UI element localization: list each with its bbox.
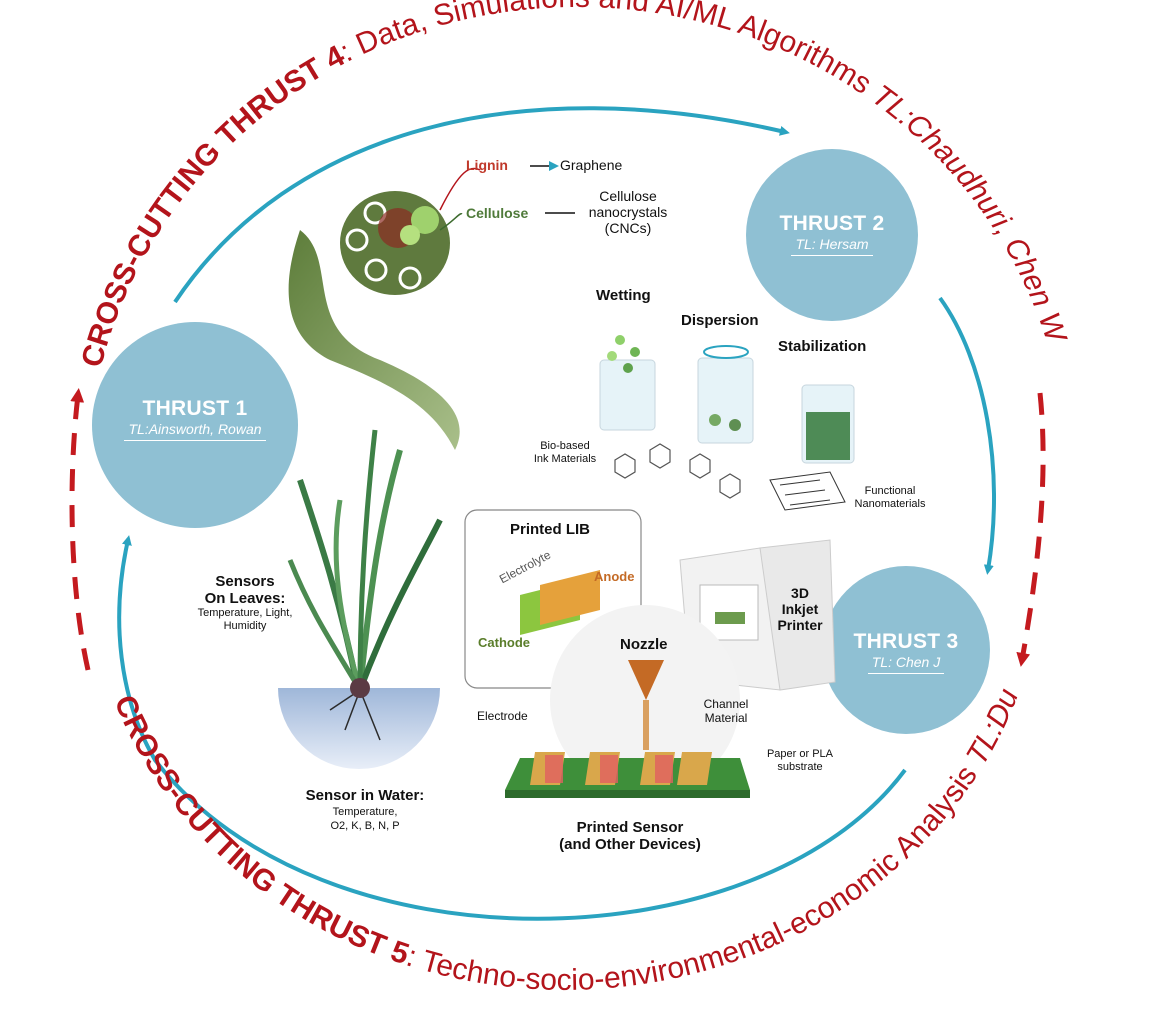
printed-sensor-title: Printed Sensor (and Other Devices)	[545, 819, 715, 853]
thrust3-label: THRUST 3 TL: Chen J	[826, 630, 986, 674]
sensors-on-leaves-label: Sensors On Leaves: Temperature, Light, H…	[185, 573, 305, 633]
lignin-label: Lignin	[466, 157, 508, 173]
nozzle-illustration	[628, 660, 664, 750]
grass-plant-illustration	[278, 429, 443, 769]
substrate-line1: Paper or PLA	[766, 748, 834, 760]
channel-line2: Material	[704, 711, 748, 725]
thrust2-title: THRUST 2	[779, 212, 885, 235]
substrate-line2: substrate	[777, 761, 823, 773]
biobased-line2: Ink Materials	[533, 453, 597, 465]
leaves-title-line1: Sensors	[215, 573, 275, 590]
thrust2-team-lead: TL: Hersam	[791, 236, 873, 256]
printed-lib-title: Printed LIB	[510, 521, 591, 538]
printed-sensor-line2: (and Other Devices)	[559, 836, 701, 853]
dispersion-label: Dispersion	[681, 312, 759, 329]
water-detail-line1: Temperature,	[332, 806, 398, 818]
thrust1-team-lead: TL:Ainsworth, Rowan	[124, 421, 266, 441]
functional-nanomaterials-label: Functional Nanomaterials	[845, 485, 935, 511]
thrust3-title: THRUST 3	[853, 630, 959, 653]
functional-line1: Functional	[864, 485, 916, 497]
printer-line3: Printer	[777, 617, 823, 633]
cathode-label: Cathode	[478, 635, 530, 650]
channel-material-label: Channel Material	[696, 697, 756, 725]
printed-sensor-line1: Printed Sensor	[576, 819, 684, 836]
electrode-label: Electrode	[477, 709, 528, 723]
biobased-ink-label: Bio-based Ink Materials	[520, 440, 610, 466]
arc-thrust3-to-thrust1	[117, 535, 907, 921]
dashed-arrow-left	[69, 388, 91, 671]
leaves-detail-line2: Humidity	[223, 620, 267, 632]
cross-cutting-thrust4-text: CROSS-CUTTING THRUST 4: Data, Simulation…	[75, 0, 1073, 371]
cnc-label-line1: Cellulose	[599, 188, 657, 204]
thrust1-label: THRUST 1 TL:Ainsworth, Rowan	[110, 397, 280, 441]
leaves-detail-line1: Temperature, Light,	[197, 607, 293, 619]
thrust1-title: THRUST 1	[142, 397, 248, 420]
cnc-label-line2: nanocrystals	[588, 204, 668, 220]
thrust2-circle[interactable]	[746, 149, 918, 321]
thrust3-circle[interactable]	[822, 566, 990, 734]
wetting-label: Wetting	[596, 287, 651, 304]
substrate-label: Paper or PLA substrate	[760, 748, 840, 774]
printer-line1: 3D	[791, 585, 809, 601]
water-detail-line2: O2, K, B, N, P	[330, 820, 400, 832]
nozzle-label: Nozzle	[620, 636, 668, 653]
thrust3-team-lead: TL: Chen J	[867, 654, 945, 674]
plant-fiber-illustration	[288, 167, 481, 450]
biobased-line1: Bio-based	[540, 440, 590, 452]
stabilization-label: Stabilization	[778, 338, 867, 355]
printer-line2: Inkjet	[781, 601, 819, 617]
cnc-label: Cellulose nanocrystals (CNCs)	[578, 188, 678, 236]
dispersion-beaker	[697, 345, 754, 444]
lib-electrode-shape	[520, 570, 600, 635]
cellulose-label: Cellulose	[466, 205, 529, 221]
wetting-beaker	[599, 335, 656, 431]
arc-thrust2-to-thrust3	[938, 296, 996, 575]
arc-thrust1-to-thrust2	[173, 106, 790, 304]
thrust2-label: THRUST 2 TL: Hersam	[752, 212, 912, 256]
graphene-nanomaterial-illustration	[769, 471, 846, 511]
functional-line2: Nanomaterials	[854, 498, 926, 510]
channel-line1: Channel	[703, 697, 749, 711]
cnc-label-line3: (CNCs)	[604, 220, 652, 236]
biobased-molecules-illustration	[614, 443, 741, 499]
leaves-title-line2: On Leaves:	[204, 590, 286, 607]
water-title: Sensor in Water:	[305, 787, 425, 804]
graphene-label: Graphene	[560, 157, 623, 173]
printer-label: 3D Inkjet Printer	[770, 585, 830, 633]
anode-label: Anode	[594, 569, 635, 584]
thrust1-circle[interactable]	[92, 322, 298, 528]
sensor-in-water-label: Sensor in Water: Temperature, O2, K, B, …	[290, 787, 440, 833]
sensor-substrate-illustration	[505, 752, 750, 798]
stabilization-beaker	[801, 384, 855, 464]
dashed-arrow-right	[1016, 392, 1046, 667]
